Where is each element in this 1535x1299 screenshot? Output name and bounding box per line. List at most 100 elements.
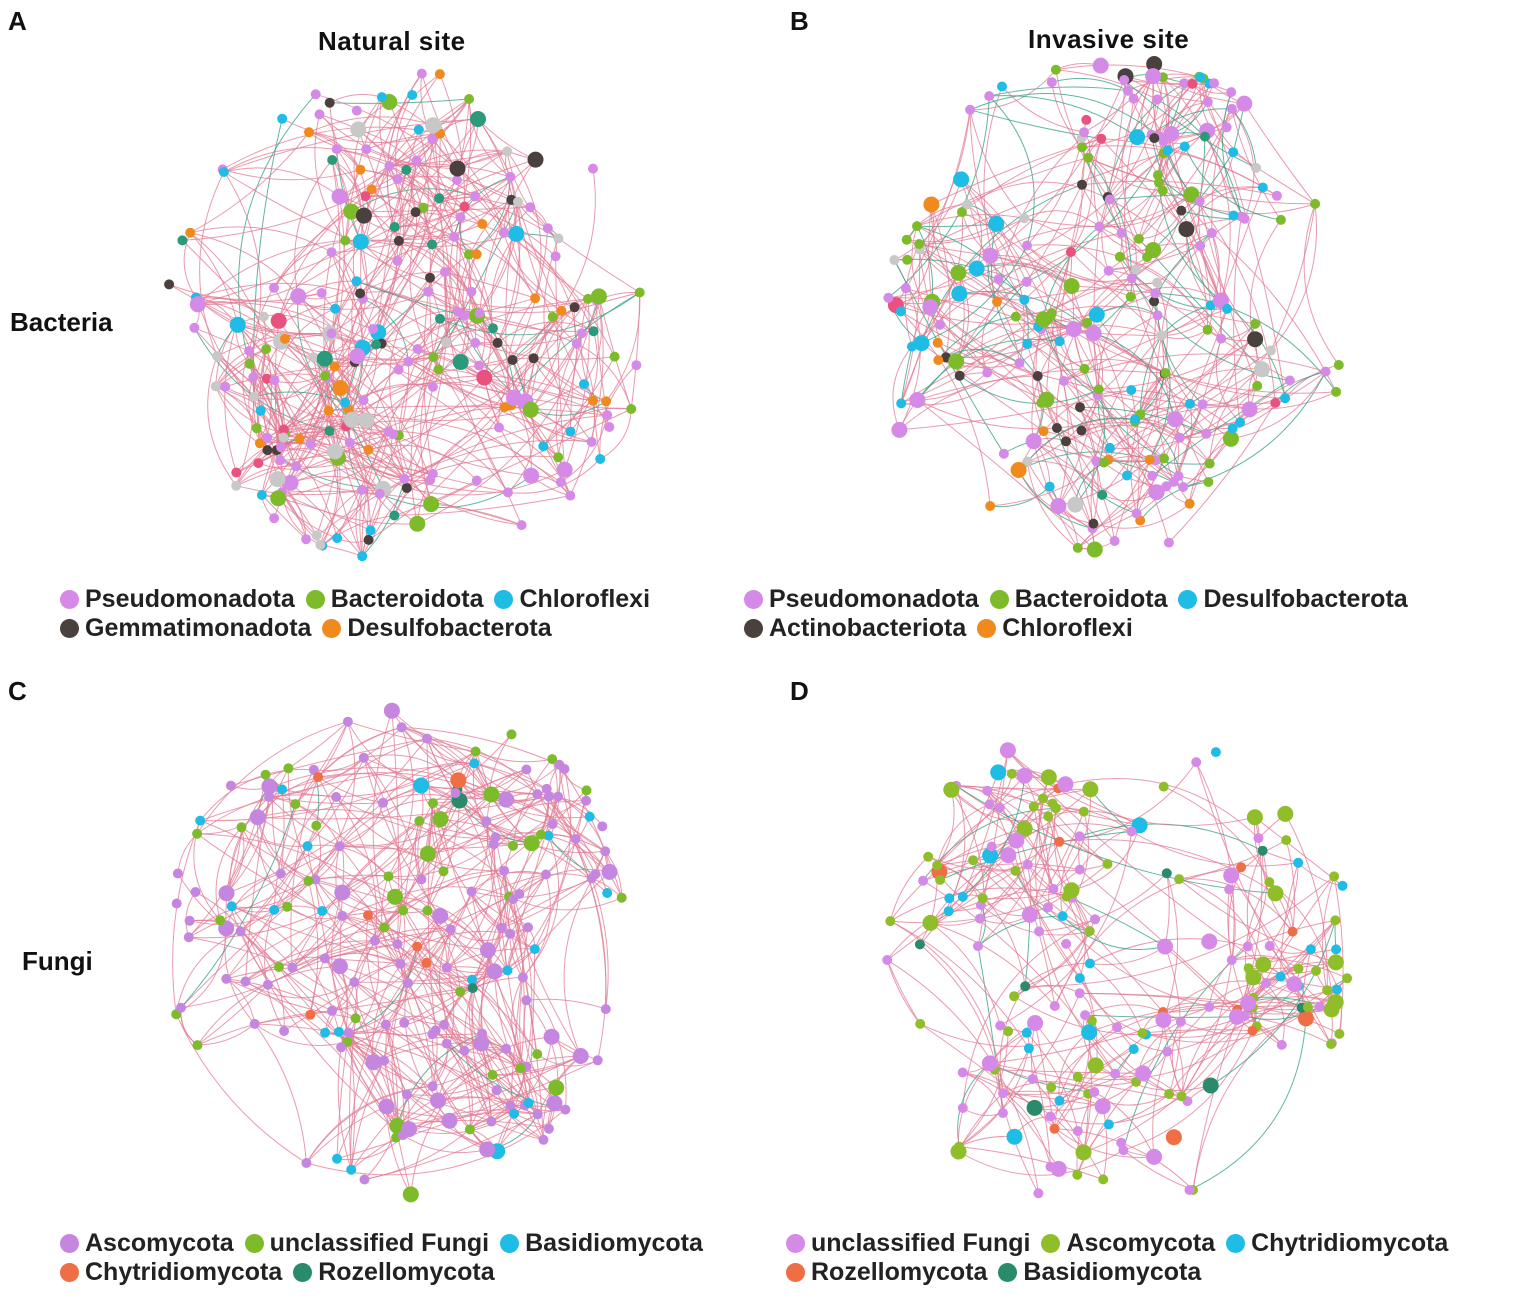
network-node xyxy=(543,830,554,841)
network-edge xyxy=(1230,875,1332,1045)
network-node xyxy=(355,207,372,224)
network-edge xyxy=(334,450,508,493)
network-node xyxy=(346,1164,357,1175)
network-node xyxy=(1157,938,1173,955)
network-edge xyxy=(468,987,493,1076)
network-edge xyxy=(990,255,1072,287)
network-edge xyxy=(199,768,314,821)
network-node xyxy=(1297,1010,1314,1027)
network-edge xyxy=(1231,957,1348,979)
network-edge xyxy=(1230,371,1327,440)
network-node xyxy=(985,501,996,511)
network-node xyxy=(434,193,445,204)
network-node xyxy=(882,955,893,965)
network-node xyxy=(331,188,348,205)
network-node xyxy=(412,344,423,354)
network-node xyxy=(425,117,442,134)
network-edge xyxy=(1099,194,1192,228)
network-node xyxy=(470,337,481,348)
network-node xyxy=(450,772,467,789)
network-node xyxy=(236,822,247,833)
network-edge xyxy=(1015,870,1090,932)
network-node xyxy=(270,490,287,507)
network-node xyxy=(326,247,337,258)
network-node xyxy=(389,510,400,521)
network-edge xyxy=(379,493,522,526)
network-node xyxy=(1022,456,1033,467)
network-node xyxy=(532,1109,543,1120)
network-edge xyxy=(1033,440,1137,514)
legend-dot xyxy=(305,590,325,609)
network-edge xyxy=(383,800,460,928)
legend-dot xyxy=(998,1263,1018,1282)
network-node xyxy=(1129,129,1146,146)
network-node xyxy=(359,1174,370,1185)
network-edge xyxy=(226,768,289,894)
network-edge xyxy=(444,271,448,343)
network-edge xyxy=(957,1063,991,1147)
network-edge xyxy=(222,126,441,170)
network-node xyxy=(885,916,896,927)
network-edge xyxy=(1071,285,1156,294)
network-node xyxy=(340,397,351,408)
network-node xyxy=(334,884,351,901)
network-node xyxy=(278,424,289,435)
network-edge xyxy=(363,754,459,781)
network-edge xyxy=(180,906,288,1009)
network-edge xyxy=(1202,385,1258,406)
network-edge xyxy=(1134,323,1256,420)
legend-dot xyxy=(322,619,342,638)
network-edge xyxy=(959,1146,1104,1180)
network-node xyxy=(1074,864,1085,875)
network-edge xyxy=(1131,210,1182,279)
network-node xyxy=(1006,1128,1023,1145)
network-node xyxy=(883,292,894,303)
network-node xyxy=(1157,185,1168,196)
network-node xyxy=(588,326,599,337)
network-edge xyxy=(1164,873,1170,947)
network-node xyxy=(631,360,642,371)
network-edge xyxy=(392,406,505,435)
network-node xyxy=(276,442,287,453)
network-node xyxy=(441,337,452,348)
network-edge xyxy=(1094,1091,1155,1158)
network-node xyxy=(1128,93,1139,104)
network-edge xyxy=(414,820,441,917)
network-node xyxy=(449,231,459,242)
network-edge xyxy=(284,358,360,434)
network-edge xyxy=(1032,1078,1104,1180)
network-edge xyxy=(475,332,582,346)
network-node xyxy=(343,411,360,428)
network-edge xyxy=(1153,300,1256,325)
network-node xyxy=(423,496,440,513)
network-edge xyxy=(222,169,262,364)
network-edge xyxy=(1162,873,1179,1021)
network-node xyxy=(487,1069,498,1080)
network-node xyxy=(320,1027,331,1038)
network-node xyxy=(1104,194,1115,205)
network-node xyxy=(1281,835,1292,846)
network-edge xyxy=(1074,389,1106,505)
panel-letter-a: A xyxy=(8,6,27,36)
network-node xyxy=(464,1124,475,1135)
network-edge xyxy=(1184,146,1281,221)
network-node xyxy=(1240,995,1257,1012)
legend-item: Bacteroidota xyxy=(305,585,484,614)
network-node xyxy=(215,915,226,926)
network-edge xyxy=(490,233,517,329)
network-edge xyxy=(1055,64,1200,78)
network-node xyxy=(909,392,926,408)
network-node xyxy=(1122,470,1132,481)
network-edge xyxy=(1045,251,1072,400)
network-node xyxy=(586,436,597,447)
network-node xyxy=(998,448,1009,459)
network-edge xyxy=(336,1059,598,1160)
network-edge xyxy=(1071,825,1141,891)
network-node xyxy=(1342,973,1353,984)
network-node xyxy=(984,91,995,102)
network-node xyxy=(1148,484,1165,501)
network-edge xyxy=(900,272,959,404)
network-node xyxy=(501,1043,512,1054)
network-edge xyxy=(431,244,481,314)
network-node xyxy=(1326,1039,1337,1050)
